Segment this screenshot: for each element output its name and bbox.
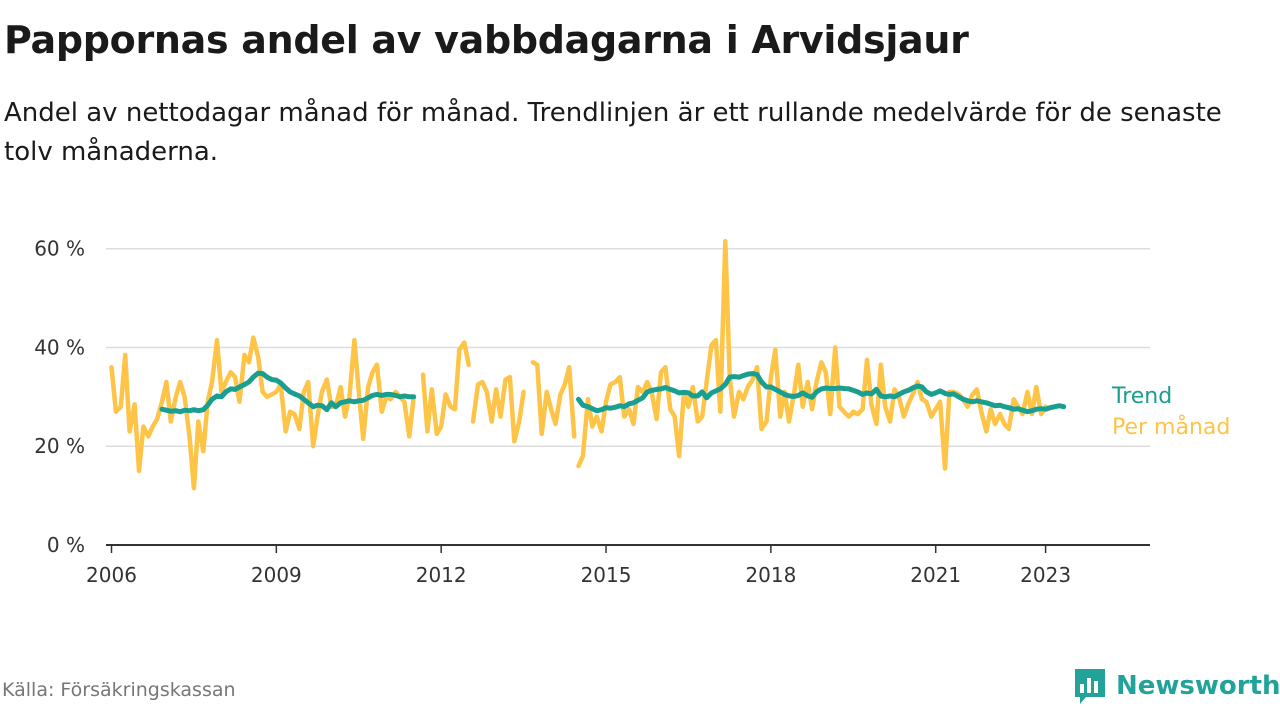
chart-subtitle: Andel av nettodagar månad för månad. Tre… bbox=[4, 98, 1222, 167]
y-tick-label: 40 % bbox=[34, 335, 85, 359]
x-tick-label: 2006 bbox=[86, 563, 137, 587]
monthly-line-segment bbox=[530, 360, 577, 439]
x-tick-label: 2012 bbox=[416, 563, 467, 587]
y-axis-labels: 0 % 20 % 40 % 60 % bbox=[34, 237, 85, 557]
monthly-line-segment bbox=[576, 239, 1048, 471]
x-tick-label: 2021 bbox=[910, 563, 961, 587]
monthly-line-segment bbox=[470, 374, 526, 444]
newsworthy-logo[interactable]: Newsworthy bbox=[1072, 666, 1280, 706]
gridlines bbox=[106, 247, 1150, 447]
trend-line-segment bbox=[159, 370, 417, 415]
legend-trend: Trend bbox=[1111, 384, 1172, 409]
monthly-line-segment bbox=[420, 340, 471, 437]
monthly-line-segment bbox=[109, 335, 416, 491]
y-tick-label: 60 % bbox=[34, 237, 85, 261]
brand-name: Newsworthy bbox=[1116, 671, 1280, 701]
x-axis: 2006 2009 2012 2015 2018 2021 2023 bbox=[86, 544, 1150, 587]
legend-per-manad: Per månad bbox=[1112, 414, 1230, 440]
x-tick-label: 2018 bbox=[745, 563, 796, 587]
x-tick-label: 2023 bbox=[1020, 563, 1071, 587]
trend-line-segment bbox=[576, 371, 1067, 415]
x-tick-label: 2009 bbox=[251, 563, 302, 587]
y-tick-label: 0 % bbox=[47, 533, 85, 557]
series-lines bbox=[109, 239, 1067, 491]
source-note: Källa: Försäkringskassan bbox=[2, 679, 236, 701]
y-tick-label: 20 % bbox=[34, 434, 85, 458]
bar-chart-icon bbox=[1075, 669, 1105, 704]
legend: Trend Per månad bbox=[1111, 384, 1230, 440]
x-tick-label: 2015 bbox=[581, 563, 632, 587]
chart-title: Pappornas andel av vabbdagarna i Arvidsj… bbox=[4, 18, 969, 62]
